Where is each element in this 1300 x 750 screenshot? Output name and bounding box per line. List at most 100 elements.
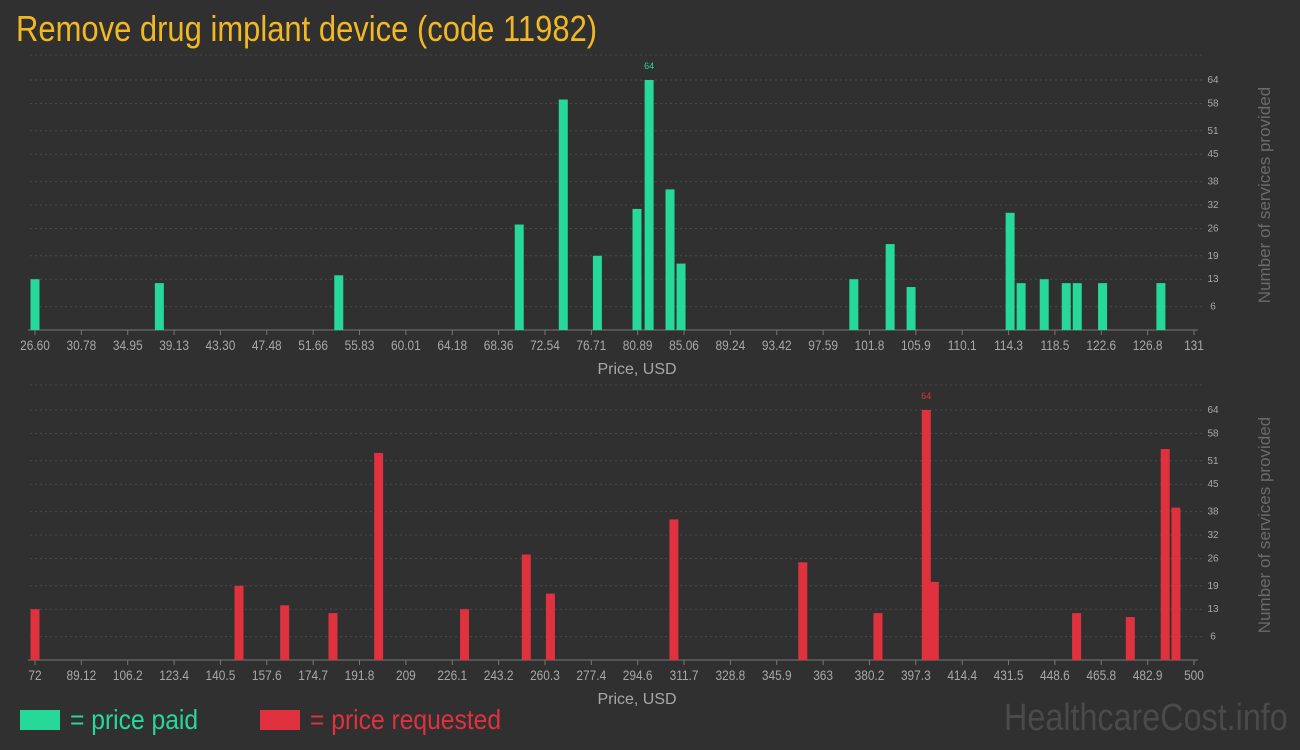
y-tick-label: 45 [1207,149,1219,160]
x-axis-label: Price, USD [597,691,676,708]
x-tick-label: 118.5 [1040,337,1069,353]
x-tick-label: 68.36 [484,337,514,353]
x-tick-label: 26.60 [20,337,50,353]
x-tick-label: 277.4 [576,667,606,683]
x-tick-label: 76.71 [576,337,606,353]
bar [665,189,675,330]
bar-max-label: 64 [644,61,654,71]
x-tick-label: 106.2 [113,667,143,683]
x-tick-label: 89.24 [716,337,746,353]
bar [906,287,916,330]
bar [1171,507,1181,660]
x-tick-label: 93.42 [762,337,792,353]
bar [1156,283,1166,330]
x-tick-label: 72 [28,667,41,683]
legend-label-requested: = price requested [309,704,501,735]
bar [374,452,384,660]
x-tick-label: 431.5 [994,667,1024,683]
x-tick-label: 131 [1184,337,1204,353]
y-tick-label: 51 [1207,456,1219,467]
x-tick-label: 157.6 [252,667,282,683]
bar [849,279,859,330]
legend-item-paid: = price paid [20,704,216,736]
x-tick-label: 174.7 [298,667,328,683]
bar [929,581,939,660]
x-tick-label: 380.2 [855,667,885,683]
x-tick-label: 328.8 [716,667,746,683]
bar [514,224,524,330]
x-tick-label: 311.7 [670,667,699,683]
bar [558,99,568,330]
x-tick-label: 345.9 [762,667,792,683]
x-tick-label: 30.78 [66,337,96,353]
bar [592,255,602,330]
x-tick-label: 97.59 [808,337,838,353]
x-tick-label: 500 [1184,667,1204,683]
x-tick-label: 397.3 [901,667,931,683]
bar [154,283,164,330]
x-tick-label: 89.12 [66,667,96,683]
bar [545,593,555,660]
bar [798,562,808,660]
bar [885,244,895,330]
y-axis-label: Number of services provided [1255,417,1274,633]
x-tick-label: 80.89 [623,337,653,353]
x-tick-label: 363 [813,667,833,683]
y-tick-label: 38 [1207,177,1219,188]
bar [676,263,686,330]
y-tick-label: 38 [1207,507,1219,518]
y-tick-label: 64 [1207,75,1219,86]
x-tick-label: 294.6 [623,667,653,683]
y-tick-label: 32 [1207,200,1219,211]
bar [1016,283,1026,330]
bar [921,410,931,660]
x-tick-label: 85.06 [669,337,699,353]
y-tick-label: 26 [1207,553,1219,564]
bar [1072,613,1082,660]
x-tick-label: 123.4 [159,667,189,683]
y-tick-label: 19 [1207,581,1219,592]
y-tick-label: 32 [1207,530,1219,541]
bar [1125,617,1135,660]
y-axis-label: Number of services provided [1255,87,1274,303]
x-tick-label: 448.6 [1040,667,1070,683]
bar-max-label: 64 [921,391,931,401]
bar [234,585,244,660]
y-tick-label: 13 [1207,604,1219,615]
x-tick-label: 191.8 [345,667,375,683]
y-tick-label: 58 [1207,98,1219,109]
y-tick-label: 19 [1207,251,1219,262]
legend-swatch-requested [259,710,300,730]
x-tick-label: 64.18 [437,337,467,353]
bar [1005,212,1015,330]
x-tick-label: 414.4 [947,667,977,683]
chart-requested: 6 13 19 26 32 38 45 51 58 64 72 89.12 106.2 123.4 140.… [28,384,1274,708]
page-title: Remove drug implant device (code 11982) [16,8,598,49]
y-tick-label: 6 [1210,632,1216,643]
y-tick-label: 58 [1207,428,1219,439]
chart-paid: 6 13 19 26 32 38 45 51 58 64 26.60 30.78 34.95 39.13 4… [20,54,1274,378]
x-tick-label: 72.54 [530,337,560,353]
bar [1160,449,1170,660]
x-tick-label: 110.1 [948,337,977,353]
bar [669,519,679,660]
x-tick-label: 126.8 [1133,337,1163,353]
x-tick-label: 243.2 [484,667,514,683]
bar [334,275,344,330]
y-tick-label: 51 [1207,126,1219,137]
x-axis-label: Price, USD [597,361,676,378]
x-tick-label: 122.6 [1086,337,1116,353]
bar [328,613,338,660]
x-tick-label: 140.5 [206,667,236,683]
bar [280,605,290,660]
y-tick-label: 45 [1207,479,1219,490]
legend: = price paid = price requested [20,703,571,737]
watermark: HealthcareCost.info [1004,697,1288,739]
bar [1072,283,1082,330]
legend-swatch-paid [20,710,60,730]
bar [873,613,883,660]
x-tick-label: 482.9 [1133,667,1163,683]
bar [1098,283,1108,330]
x-tick-label: 43.30 [206,337,236,353]
